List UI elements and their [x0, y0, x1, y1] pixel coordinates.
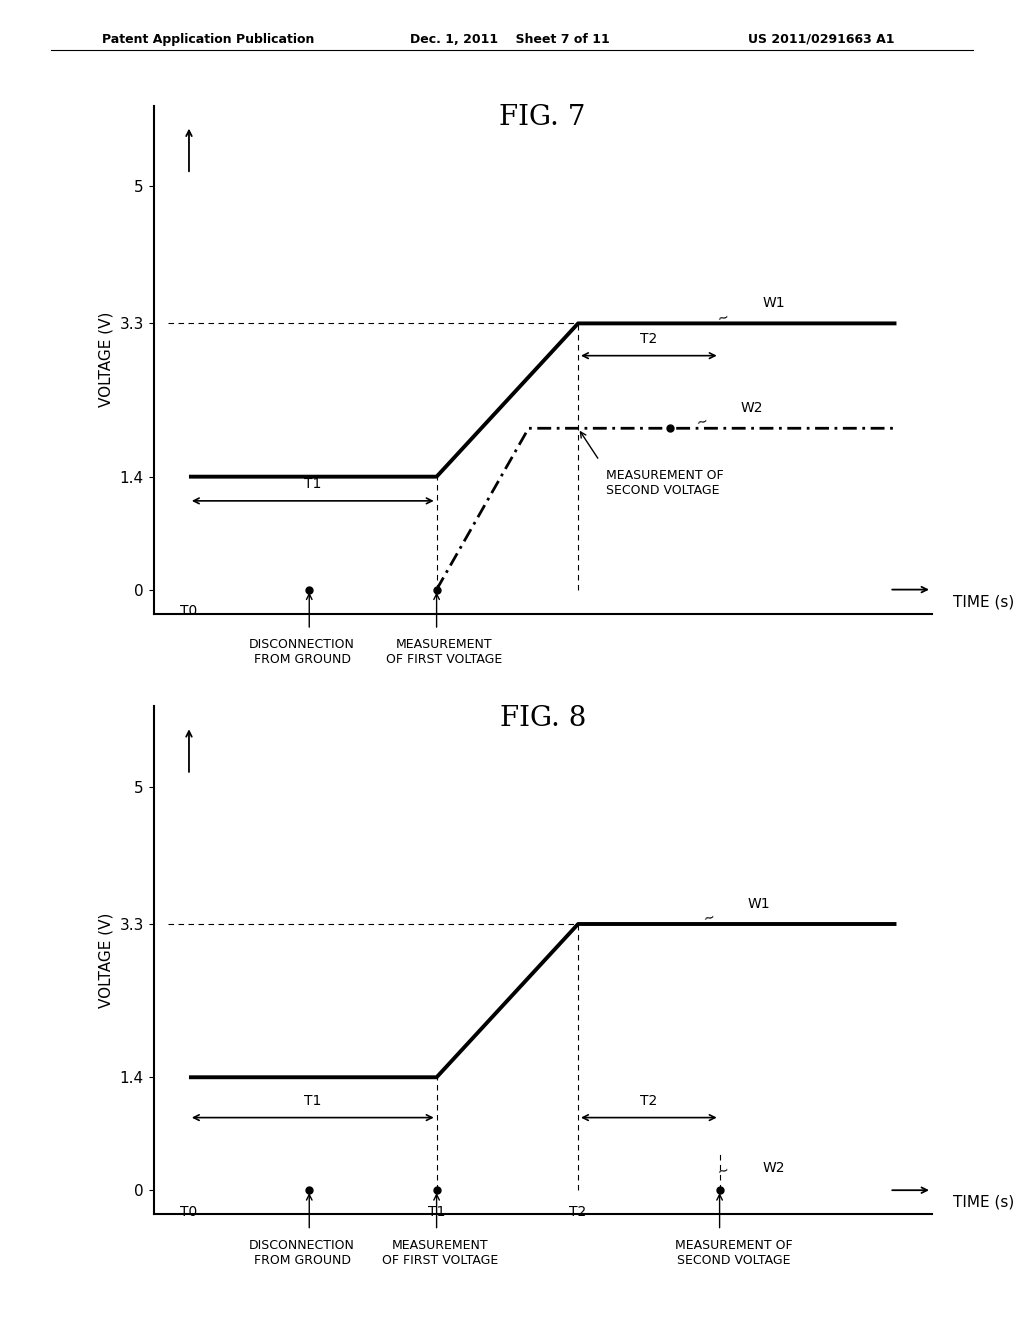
- Text: US 2011/0291663 A1: US 2011/0291663 A1: [748, 33, 894, 46]
- Text: FIG. 8: FIG. 8: [500, 705, 586, 731]
- Text: MEASUREMENT OF
SECOND VOLTAGE: MEASUREMENT OF SECOND VOLTAGE: [606, 469, 724, 496]
- Text: FIG. 7: FIG. 7: [500, 104, 586, 131]
- Text: W1: W1: [748, 896, 770, 911]
- Text: T2: T2: [640, 333, 657, 346]
- Text: T0: T0: [180, 605, 198, 618]
- Text: T1: T1: [428, 1205, 445, 1218]
- Text: T2: T2: [569, 1205, 587, 1218]
- Text: W1: W1: [762, 296, 784, 310]
- Text: ~: ~: [716, 309, 730, 326]
- Text: TIME (s): TIME (s): [953, 1195, 1015, 1210]
- Text: Patent Application Publication: Patent Application Publication: [102, 33, 314, 46]
- Text: ~: ~: [701, 909, 717, 927]
- Text: TIME (s): TIME (s): [953, 594, 1015, 610]
- Text: ~: ~: [716, 1163, 730, 1180]
- Text: Dec. 1, 2011    Sheet 7 of 11: Dec. 1, 2011 Sheet 7 of 11: [410, 33, 609, 46]
- Text: DISCONNECTION
FROM GROUND: DISCONNECTION FROM GROUND: [249, 638, 355, 667]
- Text: ~: ~: [694, 414, 710, 430]
- Y-axis label: VOLTAGE (V): VOLTAGE (V): [99, 912, 114, 1008]
- Text: MEASUREMENT
OF FIRST VOLTAGE: MEASUREMENT OF FIRST VOLTAGE: [386, 638, 502, 667]
- Text: MEASUREMENT OF
SECOND VOLTAGE: MEASUREMENT OF SECOND VOLTAGE: [675, 1238, 793, 1267]
- Text: W2: W2: [740, 401, 763, 414]
- Text: DISCONNECTION
FROM GROUND: DISCONNECTION FROM GROUND: [249, 1238, 355, 1267]
- Text: T1: T1: [304, 478, 322, 491]
- Text: MEASUREMENT
OF FIRST VOLTAGE: MEASUREMENT OF FIRST VOLTAGE: [382, 1238, 499, 1267]
- Text: T0: T0: [180, 1205, 198, 1218]
- Text: T1: T1: [304, 1094, 322, 1107]
- Y-axis label: VOLTAGE (V): VOLTAGE (V): [99, 312, 114, 408]
- Text: W2: W2: [762, 1160, 784, 1175]
- Text: T2: T2: [640, 1094, 657, 1107]
